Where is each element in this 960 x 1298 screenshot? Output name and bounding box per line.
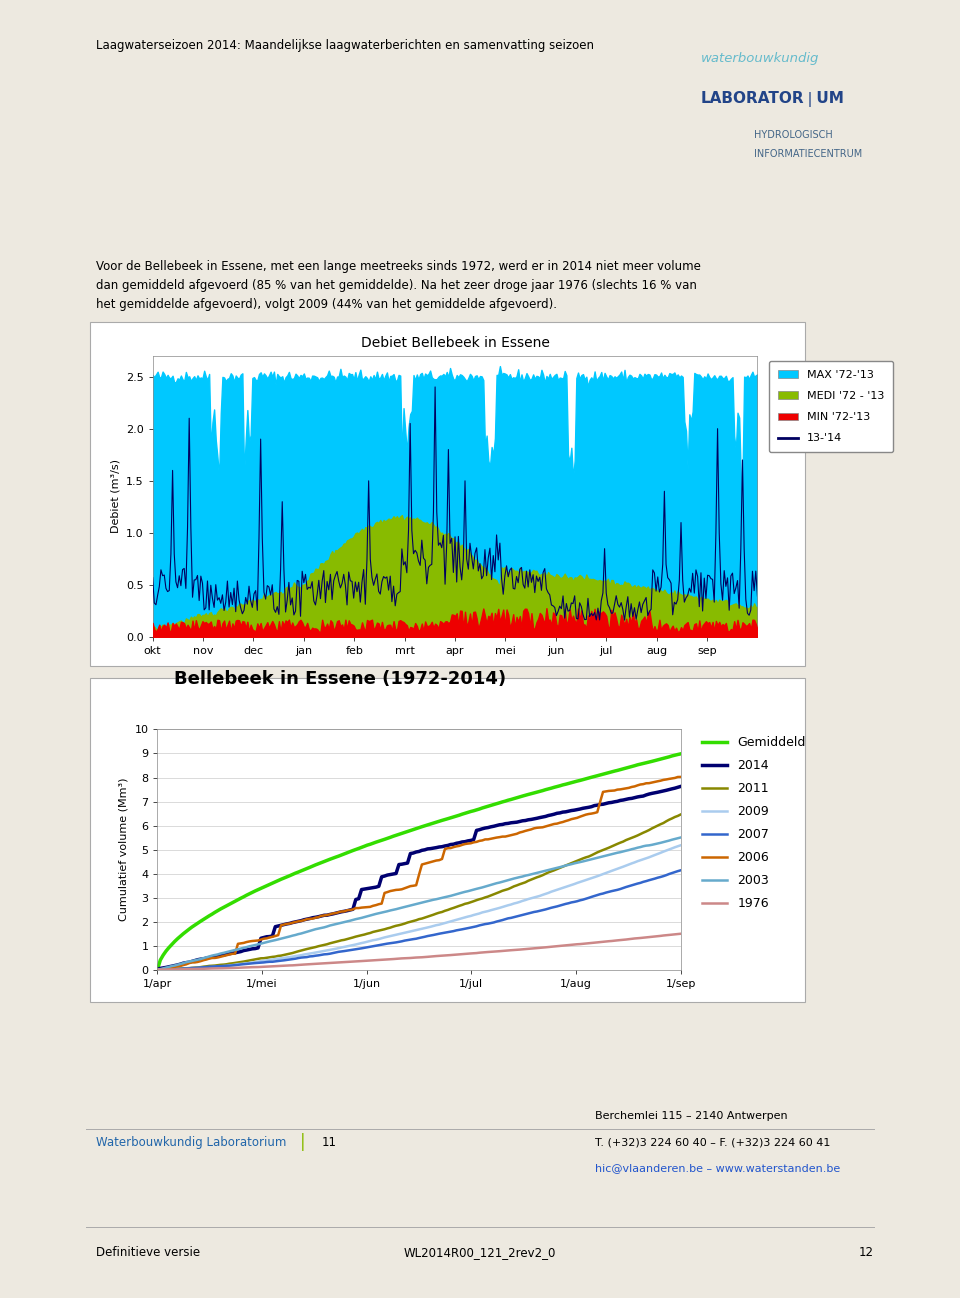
2009 — [675, 837, 686, 853]
Legend: Gemiddeld, 2014, 2011, 2009, 2007, 2006, 2003, 1976: Gemiddeld, 2014, 2011, 2009, 2007, 2006,… — [697, 731, 811, 915]
2007 — [155, 962, 166, 977]
1976 — [376, 951, 388, 967]
2003 — [232, 941, 244, 957]
2006 — [416, 857, 427, 872]
2011 — [232, 955, 244, 971]
2009 — [416, 922, 427, 937]
2006 — [316, 909, 327, 924]
Gemiddeld — [221, 898, 232, 914]
2009 — [155, 962, 166, 977]
2007 — [232, 957, 244, 972]
2007 — [416, 929, 427, 945]
Line: 2007: 2007 — [157, 871, 681, 970]
Text: WL2014R00_121_2rev2_0: WL2014R00_121_2rev2_0 — [404, 1246, 556, 1259]
Line: 1976: 1976 — [157, 933, 681, 970]
2003 — [376, 905, 388, 920]
2011 — [152, 962, 163, 977]
Gemiddeld — [152, 962, 163, 977]
2003 — [675, 829, 686, 845]
Line: 2011: 2011 — [157, 815, 681, 970]
2009 — [152, 962, 163, 977]
2003 — [155, 962, 166, 977]
Text: Voor de Bellebeek in Essene, met een lange meetreeks sinds 1972, werd er in 2014: Voor de Bellebeek in Essene, met een lan… — [96, 260, 701, 310]
Y-axis label: Cumulatief volume (Mm³): Cumulatief volume (Mm³) — [119, 778, 129, 922]
Line: 2009: 2009 — [157, 845, 681, 970]
Text: Bellebeek in Essene (1972-2014): Bellebeek in Essene (1972-2014) — [175, 670, 507, 688]
2014 — [376, 870, 388, 885]
Title: Debiet Bellebeek in Essene: Debiet Bellebeek in Essene — [361, 336, 549, 350]
Legend: MAX '72-'13, MEDI '72 - '13, MIN '72-'13, 13-'14: MAX '72-'13, MEDI '72 - '13, MIN '72-'13… — [769, 361, 893, 452]
1976 — [232, 961, 244, 976]
2011 — [221, 957, 232, 972]
Line: 2006: 2006 — [157, 778, 681, 970]
2006 — [221, 948, 232, 963]
2007 — [316, 948, 327, 963]
2011 — [675, 807, 686, 823]
2011 — [316, 937, 327, 953]
Gemiddeld — [675, 746, 686, 762]
Gemiddeld — [376, 832, 388, 848]
Text: 11: 11 — [322, 1136, 337, 1149]
2006 — [675, 770, 686, 785]
Gemiddeld — [155, 953, 166, 968]
Y-axis label: Debiet (m³/s): Debiet (m³/s) — [110, 459, 120, 533]
2007 — [152, 962, 163, 977]
2011 — [376, 922, 388, 937]
Text: INFORMATIECENTRUM: INFORMATIECENTRUM — [754, 149, 862, 160]
2014 — [232, 945, 244, 961]
2009 — [316, 944, 327, 959]
2009 — [221, 958, 232, 974]
2003 — [416, 894, 427, 910]
Text: T. (+32)3 224 60 40 – F. (+32)3 224 60 41: T. (+32)3 224 60 40 – F. (+32)3 224 60 4… — [595, 1137, 830, 1147]
Text: Definitieve versie: Definitieve versie — [96, 1246, 200, 1259]
2014 — [316, 909, 327, 924]
2003 — [152, 962, 163, 977]
1976 — [416, 949, 427, 964]
Text: 12: 12 — [858, 1246, 874, 1259]
2003 — [221, 945, 232, 961]
2006 — [232, 936, 244, 951]
Gemiddeld — [316, 855, 327, 871]
Text: LABORATOR❘UM: LABORATOR❘UM — [701, 91, 845, 106]
1976 — [675, 925, 686, 941]
2007 — [675, 863, 686, 879]
Line: 2014: 2014 — [157, 787, 681, 970]
1976 — [152, 962, 163, 977]
2014 — [221, 946, 232, 962]
Text: HYDROLOGISCH: HYDROLOGISCH — [754, 130, 832, 140]
Text: hic@vlaanderen.be – www.waterstanden.be: hic@vlaanderen.be – www.waterstanden.be — [595, 1163, 840, 1173]
Text: |: | — [300, 1133, 305, 1151]
2006 — [376, 896, 388, 911]
1976 — [155, 962, 166, 977]
2009 — [376, 931, 388, 946]
2014 — [155, 961, 166, 976]
Line: Gemiddeld: Gemiddeld — [157, 754, 681, 970]
2006 — [155, 962, 166, 977]
2014 — [675, 779, 686, 794]
Text: waterbouwkundig: waterbouwkundig — [701, 52, 819, 65]
Text: Waterbouwkundig Laboratorium: Waterbouwkundig Laboratorium — [96, 1136, 286, 1149]
2014 — [416, 842, 427, 858]
Text: Berchemlei 115 – 2140 Antwerpen: Berchemlei 115 – 2140 Antwerpen — [595, 1111, 788, 1121]
2003 — [316, 920, 327, 936]
2007 — [221, 958, 232, 974]
Gemiddeld — [416, 819, 427, 835]
2006 — [152, 962, 163, 977]
Line: 2003: 2003 — [157, 837, 681, 970]
2011 — [416, 911, 427, 927]
2014 — [152, 962, 163, 977]
1976 — [316, 955, 327, 971]
2007 — [376, 937, 388, 953]
Gemiddeld — [232, 892, 244, 907]
1976 — [221, 961, 232, 976]
Text: Laagwaterseizoen 2014: Maandelijkse laagwaterberichten en samenvatting seizoen: Laagwaterseizoen 2014: Maandelijkse laag… — [96, 39, 594, 52]
2009 — [232, 957, 244, 972]
2011 — [155, 962, 166, 977]
